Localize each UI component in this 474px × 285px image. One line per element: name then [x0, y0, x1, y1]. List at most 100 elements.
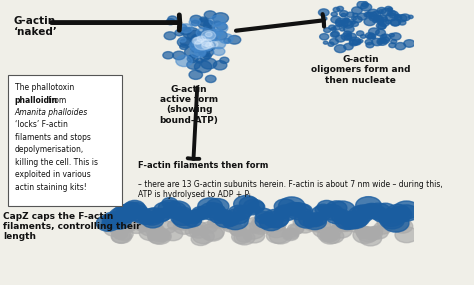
Circle shape	[322, 17, 327, 20]
Circle shape	[286, 203, 311, 220]
Circle shape	[191, 206, 211, 220]
Circle shape	[333, 7, 340, 12]
Circle shape	[223, 221, 238, 232]
Circle shape	[341, 19, 352, 26]
Circle shape	[369, 16, 376, 21]
Circle shape	[187, 60, 200, 69]
Circle shape	[307, 213, 327, 226]
Circle shape	[102, 217, 118, 227]
Circle shape	[164, 32, 176, 40]
Circle shape	[248, 201, 264, 212]
Circle shape	[311, 206, 332, 220]
Circle shape	[349, 40, 358, 46]
Circle shape	[388, 11, 398, 18]
Circle shape	[205, 75, 216, 83]
Circle shape	[365, 40, 373, 45]
Circle shape	[283, 229, 299, 239]
Circle shape	[366, 203, 391, 220]
Circle shape	[191, 41, 205, 51]
Circle shape	[214, 21, 221, 26]
Circle shape	[369, 226, 388, 239]
Circle shape	[382, 17, 386, 20]
Circle shape	[324, 28, 331, 32]
Circle shape	[196, 32, 213, 43]
Circle shape	[191, 233, 210, 245]
Circle shape	[381, 213, 396, 223]
Circle shape	[113, 230, 128, 239]
Circle shape	[329, 201, 356, 219]
Circle shape	[180, 24, 193, 33]
Circle shape	[377, 7, 386, 14]
Circle shape	[109, 207, 133, 224]
Circle shape	[345, 218, 365, 232]
Circle shape	[336, 35, 345, 42]
Circle shape	[341, 213, 364, 229]
Circle shape	[364, 203, 380, 214]
Circle shape	[330, 223, 352, 238]
Circle shape	[199, 36, 212, 45]
Circle shape	[371, 36, 375, 39]
Circle shape	[279, 197, 305, 215]
Circle shape	[228, 205, 250, 220]
Circle shape	[399, 20, 406, 25]
Circle shape	[230, 225, 247, 236]
Circle shape	[372, 38, 383, 46]
Circle shape	[199, 203, 225, 220]
Circle shape	[367, 34, 374, 39]
Circle shape	[154, 202, 177, 218]
Circle shape	[353, 16, 362, 23]
Circle shape	[205, 32, 212, 37]
Circle shape	[382, 216, 403, 231]
Circle shape	[287, 224, 303, 235]
Circle shape	[269, 229, 292, 244]
Circle shape	[202, 227, 223, 241]
Circle shape	[219, 214, 241, 230]
Circle shape	[361, 3, 372, 11]
Circle shape	[391, 20, 400, 26]
Circle shape	[174, 218, 192, 230]
Circle shape	[197, 36, 206, 42]
Circle shape	[119, 204, 137, 217]
Circle shape	[244, 229, 264, 243]
Circle shape	[111, 230, 132, 243]
Circle shape	[201, 58, 217, 69]
Circle shape	[284, 203, 304, 216]
Circle shape	[203, 21, 216, 29]
Circle shape	[213, 213, 231, 226]
Circle shape	[400, 14, 410, 21]
Circle shape	[357, 13, 367, 20]
Circle shape	[133, 209, 154, 224]
Circle shape	[177, 219, 190, 228]
Circle shape	[335, 212, 360, 229]
Circle shape	[326, 201, 347, 215]
Circle shape	[404, 40, 415, 47]
Circle shape	[185, 226, 201, 237]
Circle shape	[366, 42, 374, 48]
Circle shape	[388, 8, 392, 11]
Circle shape	[194, 41, 210, 53]
Circle shape	[383, 214, 409, 232]
Circle shape	[233, 205, 252, 218]
Circle shape	[183, 27, 200, 39]
Circle shape	[381, 38, 385, 41]
Circle shape	[213, 47, 225, 55]
Circle shape	[143, 208, 165, 223]
Circle shape	[155, 209, 172, 221]
Circle shape	[382, 34, 387, 38]
Circle shape	[388, 206, 411, 222]
Circle shape	[364, 12, 371, 17]
Circle shape	[333, 26, 340, 30]
Circle shape	[312, 220, 331, 233]
Text: F-actin filaments then form: F-actin filaments then form	[137, 161, 268, 170]
Circle shape	[237, 233, 250, 242]
Circle shape	[196, 40, 207, 48]
Circle shape	[111, 227, 125, 236]
Circle shape	[379, 10, 383, 13]
Circle shape	[360, 34, 366, 38]
Circle shape	[148, 229, 168, 243]
Circle shape	[227, 208, 249, 224]
Circle shape	[209, 15, 225, 27]
Circle shape	[222, 214, 239, 226]
Circle shape	[125, 200, 145, 214]
Circle shape	[331, 16, 341, 23]
